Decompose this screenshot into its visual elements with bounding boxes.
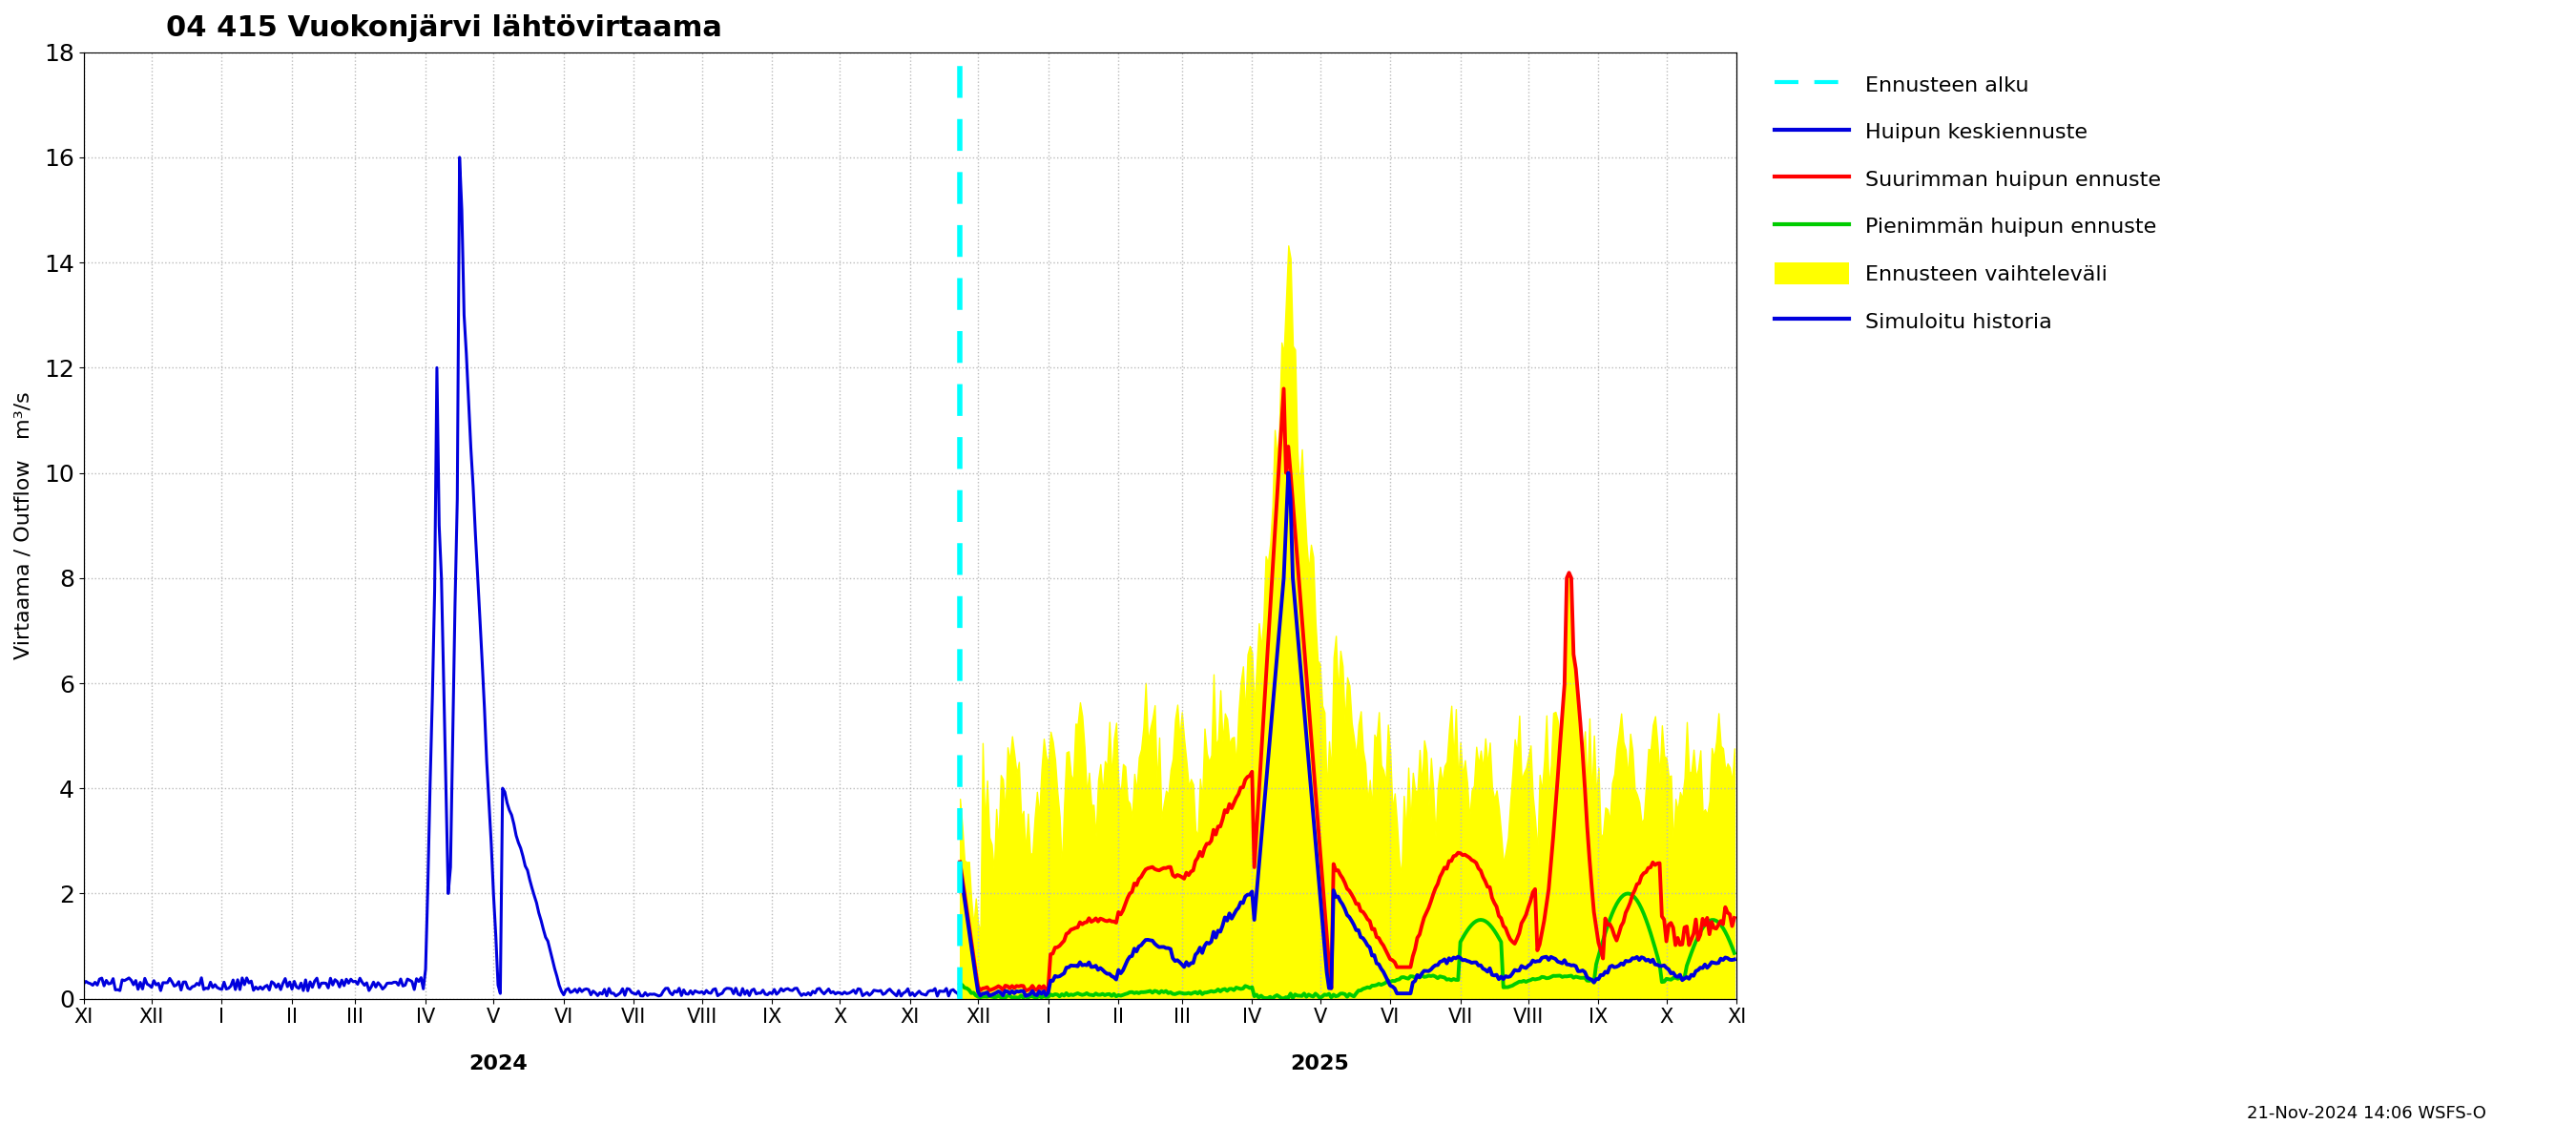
Text: 2025: 2025: [1291, 1055, 1350, 1074]
Legend: Ennusteen alku, Huipun keskiennuste, Suurimman huipun ennuste, Pienimmän huipun : Ennusteen alku, Huipun keskiennuste, Suu…: [1765, 63, 2172, 342]
Y-axis label: Virtaama / Outflow   m³/s: Virtaama / Outflow m³/s: [15, 392, 33, 660]
Text: 04 415 Vuokonjärvi lähtövirtaama: 04 415 Vuokonjärvi lähtövirtaama: [167, 14, 721, 42]
Text: 21-Nov-2024 14:06 WSFS-O: 21-Nov-2024 14:06 WSFS-O: [2246, 1105, 2486, 1122]
Text: 2024: 2024: [469, 1055, 528, 1074]
